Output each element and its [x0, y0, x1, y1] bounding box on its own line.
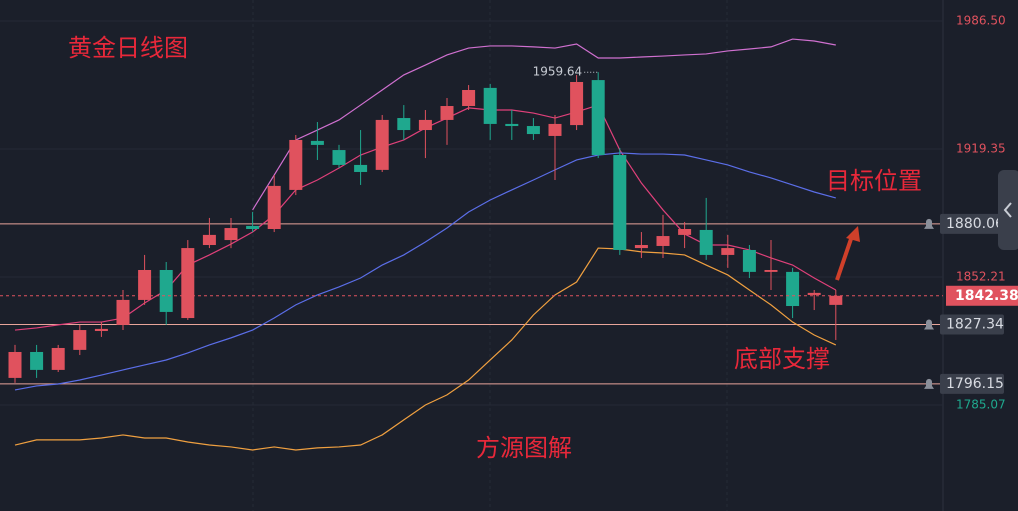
- candle-body: [721, 248, 735, 255]
- candle-body: [30, 351, 44, 370]
- collapse-icon: [1003, 202, 1012, 218]
- candle-body: [829, 295, 843, 305]
- candle-body: [181, 248, 195, 319]
- candle-body: [570, 81, 584, 126]
- candle-body: [505, 123, 519, 127]
- y-tick-label: 1919.35: [956, 142, 1006, 156]
- candle-body: [742, 249, 756, 272]
- candle-body: [526, 126, 540, 135]
- current-price-box: [946, 285, 1018, 306]
- candle-body: [483, 87, 497, 124]
- bell-icon: [924, 218, 934, 229]
- price-label-box: [940, 314, 1004, 335]
- candle-body: [440, 106, 454, 120]
- candle-body: [73, 330, 87, 350]
- candle-body: [699, 229, 713, 255]
- candle-body: [51, 347, 65, 370]
- candle-body: [354, 164, 368, 172]
- collapse-button[interactable]: [998, 170, 1018, 250]
- chart-title: 黄金日线图: [68, 34, 188, 62]
- candle-body: [548, 123, 562, 136]
- arrow: [835, 226, 860, 281]
- arrow-shaft: [835, 235, 854, 281]
- candle-body: [224, 228, 238, 241]
- indicator-line: [252, 38, 836, 211]
- price-label: 1796.15: [946, 376, 1004, 392]
- price-label-box: [940, 373, 1004, 394]
- candle-body: [613, 155, 627, 250]
- candle-body: [246, 225, 260, 229]
- price-label-box: [940, 213, 1004, 234]
- plot: 1986.50 1919.35 1852.21 1785.07 1880.06 1827.…: [0, 13, 1018, 451]
- annotation: 底部支撑: [734, 345, 830, 373]
- bell-icon: [924, 319, 934, 330]
- bell-icon: [924, 378, 934, 389]
- candle-body: [634, 245, 648, 249]
- y-tick-label: 1785.07: [956, 398, 1006, 412]
- candle-body: [397, 118, 411, 131]
- arrow-head: [846, 226, 860, 242]
- indicator-line: [14, 152, 836, 391]
- candle-body: [786, 271, 800, 307]
- candle-body: [656, 236, 670, 246]
- candle-body: [375, 119, 389, 170]
- indicator-line: [14, 247, 837, 451]
- candle-body: [310, 140, 324, 145]
- candle-body: [462, 89, 476, 107]
- candle-body: [289, 139, 303, 190]
- candle-body: [94, 328, 108, 332]
- candle-body: [591, 80, 605, 156]
- y-tick-label: 1852.21: [956, 270, 1006, 284]
- current-price-label: 1842.38: [955, 288, 1018, 304]
- candle-body: [202, 234, 216, 246]
- candle-body: [267, 185, 281, 229]
- price-label: 1827.34: [946, 316, 1004, 332]
- candle-body: [678, 228, 692, 235]
- candle-body: [8, 351, 22, 378]
- annotation: 方源图解: [476, 434, 572, 462]
- candle-body: [764, 269, 778, 272]
- high-label: 1959.64: [533, 65, 583, 79]
- price-label: 1880.06: [946, 216, 1004, 232]
- annotation: 目标位置: [826, 167, 922, 195]
- candle-body: [116, 299, 130, 325]
- candle-body: [332, 150, 346, 165]
- candle-body: [138, 269, 152, 300]
- candle-body: [418, 119, 432, 131]
- y-tick-label: 1986.50: [956, 13, 1006, 27]
- candle-body: [159, 269, 173, 312]
- candle-body: [807, 292, 821, 295]
